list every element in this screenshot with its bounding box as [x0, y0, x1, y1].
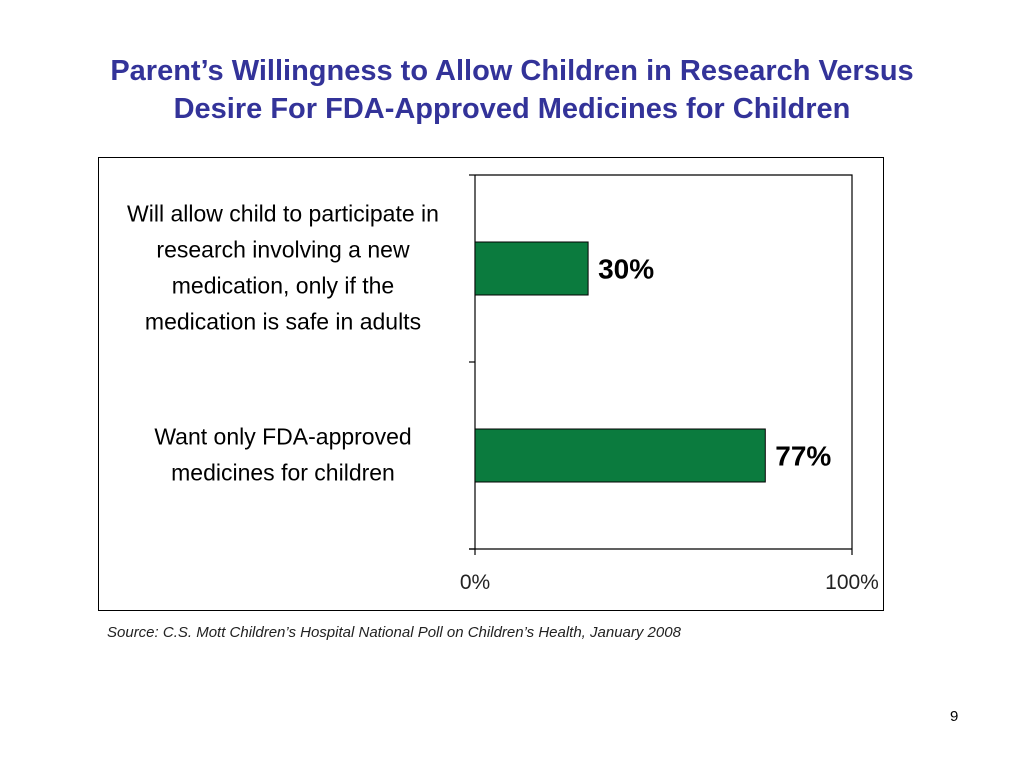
category-label: Will allow child to participate in: [127, 201, 439, 227]
x-tick-label: 100%: [825, 571, 879, 594]
value-label: 30%: [598, 254, 654, 285]
bar: [474, 241, 589, 296]
category-label: medication, only if the: [172, 273, 394, 299]
value-label: 77%: [775, 441, 831, 472]
category-label: Want only FDA-approved: [154, 424, 411, 450]
category-label: medication is safe in adults: [145, 309, 421, 335]
bar-chart: 0% 100% 30% Will allow child to participate…: [127, 174, 879, 594]
plot-border: [475, 174, 853, 549]
slide-title: Parent’s Willingness to Allow Children i…: [0, 52, 1024, 128]
category-label: research involving a new: [156, 237, 410, 263]
category-label: medicines for children: [171, 460, 395, 486]
x-tick-label: 0%: [460, 571, 490, 594]
bar: [474, 428, 766, 483]
slide-number: 9: [950, 708, 959, 725]
slide-title-line: Parent’s Willingness to Allow Children i…: [110, 55, 914, 87]
chart-source: Source: C.S. Mott Children’s Hospital Na…: [107, 624, 681, 641]
slide-title-line: Desire For FDA-Approved Medicines for Ch…: [173, 93, 851, 125]
chart-frame: 0% 100% 30% Will allow child to participate…: [98, 157, 884, 611]
